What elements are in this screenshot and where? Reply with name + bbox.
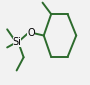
Text: Si: Si xyxy=(13,37,22,47)
Text: O: O xyxy=(27,28,35,38)
